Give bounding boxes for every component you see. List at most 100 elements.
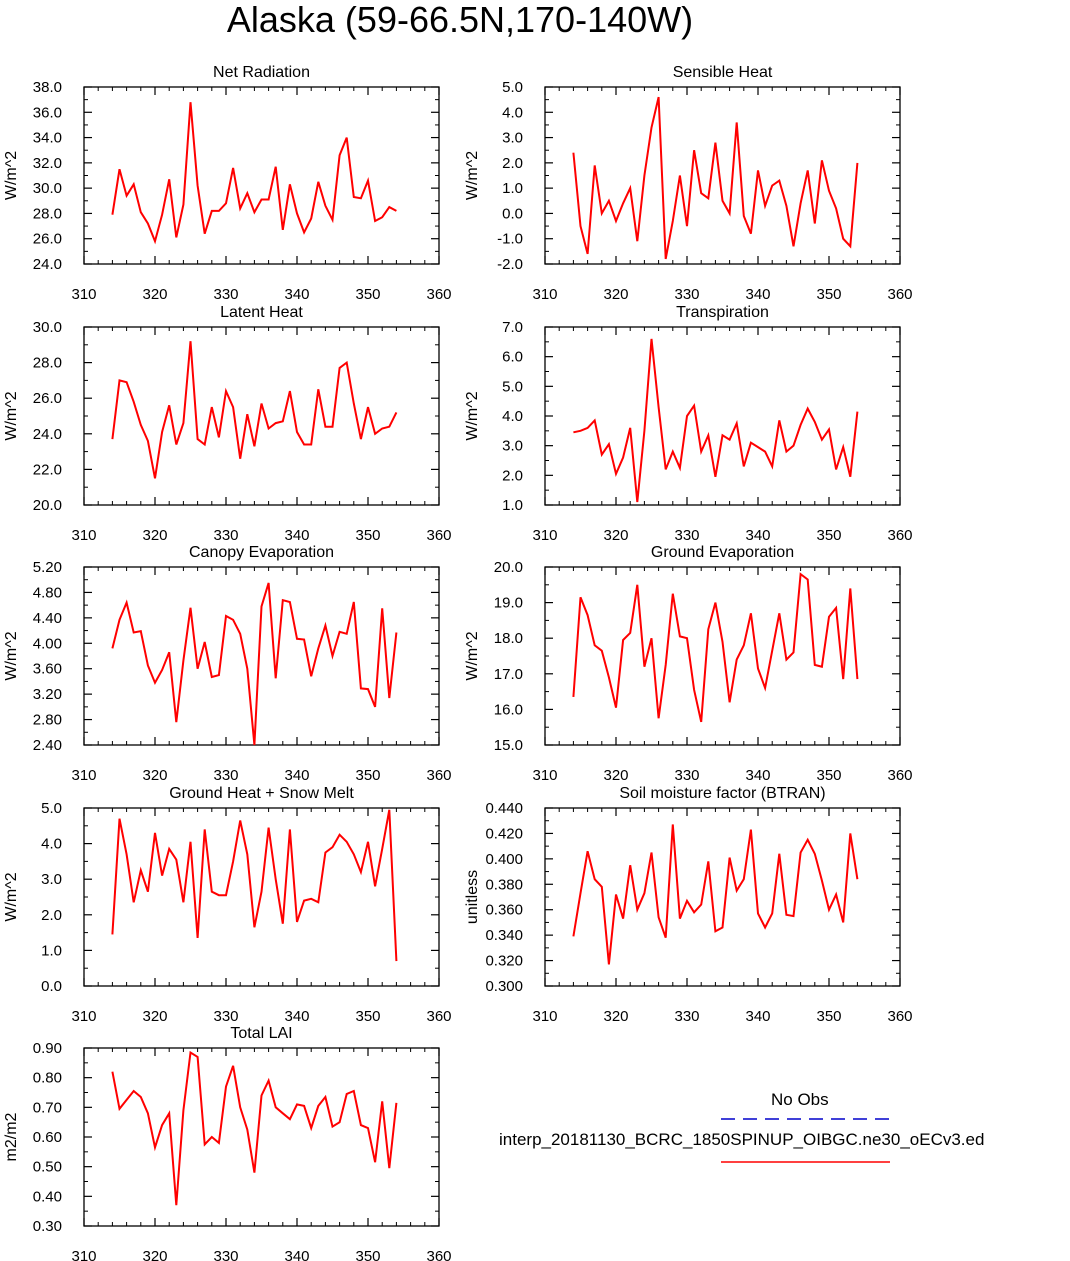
- y-tick-label: 2.40: [33, 737, 62, 754]
- y-tick-label: 0.340: [485, 927, 523, 944]
- y-tick-label: 2.0: [502, 467, 523, 484]
- x-tick-label: 360: [887, 767, 912, 784]
- y-axis-label: W/m^2: [3, 631, 20, 680]
- plot-frame: [544, 86, 901, 265]
- y-tick-label: 4.40: [33, 610, 62, 627]
- y-tick-label: 3.60: [33, 661, 62, 678]
- y-tick-label: 4.00: [33, 635, 62, 652]
- y-tick-label: 5.0: [41, 800, 62, 817]
- y-tick-label: 3.20: [33, 686, 62, 703]
- x-tick-label: 320: [142, 767, 167, 784]
- y-tick-label: 4.0: [502, 408, 523, 425]
- y-tick-label: 6.0: [502, 349, 523, 366]
- y-tick-label: 20.0: [494, 559, 523, 576]
- y-tick-label: 22.0: [33, 461, 62, 478]
- series-line: [572, 572, 859, 723]
- y-tick-label: 28.0: [33, 205, 62, 222]
- x-tick-label: 320: [142, 527, 167, 544]
- y-tick-label: 2.0: [41, 907, 62, 924]
- y-tick-label: -1.0: [497, 231, 523, 248]
- x-tick-label: 310: [532, 527, 557, 544]
- y-tick-label: 36.0: [33, 104, 62, 121]
- x-tick-label: 350: [816, 286, 841, 303]
- x-tick-label: 350: [355, 767, 380, 784]
- y-tick-label: 0.420: [485, 825, 523, 842]
- y-tick-label: 5.0: [502, 378, 523, 395]
- x-tick-label: 350: [355, 286, 380, 303]
- x-tick-label: 310: [532, 286, 557, 303]
- x-tick-label: 320: [142, 286, 167, 303]
- y-tick-label: 1.0: [41, 942, 62, 959]
- y-tick-label: 1.0: [502, 497, 523, 514]
- x-tick-label: 340: [284, 1008, 309, 1025]
- y-axis-label: unitless: [464, 870, 481, 924]
- y-tick-label: 26.0: [33, 390, 62, 407]
- x-tick-label: 360: [426, 767, 451, 784]
- y-tick-label: 2.0: [502, 155, 523, 172]
- series-line: [111, 1050, 398, 1206]
- plot-frame: [544, 326, 901, 506]
- y-tick-label: 5.0: [502, 79, 523, 96]
- y-tick-label: 0.30: [33, 1218, 62, 1235]
- series-line: [111, 341, 398, 479]
- y-axis-label: m2/m2: [3, 1112, 20, 1161]
- x-tick-label: 320: [142, 1248, 167, 1261]
- y-tick-label: 30.0: [33, 180, 62, 197]
- chart-panel-7: Ground Heat + Snow Melt W/m^2 310 320 330 340…: [3, 785, 452, 1025]
- y-axis-label: W/m^2: [3, 391, 20, 440]
- x-tick-label: 360: [426, 1008, 451, 1025]
- y-axis-label: W/m^2: [464, 391, 481, 440]
- y-tick-label: -2.0: [497, 256, 523, 273]
- x-tick-label: 330: [674, 527, 699, 544]
- x-tick-label: 360: [426, 286, 451, 303]
- x-tick-label: 330: [674, 1008, 699, 1025]
- x-tick-label: 360: [887, 527, 912, 544]
- y-tick-label: 19.0: [494, 595, 523, 612]
- panel-title: Canopy Evaporation: [189, 544, 334, 561]
- series-line: [573, 338, 859, 503]
- y-tick-label: 1.0: [502, 180, 523, 197]
- y-tick-label: 0.400: [485, 851, 523, 868]
- y-tick-label: 0.70: [33, 1099, 62, 1116]
- y-tick-label: 3.0: [41, 871, 62, 888]
- x-tick-label: 310: [71, 1248, 96, 1261]
- x-tick-label: 340: [745, 527, 770, 544]
- x-tick-label: 320: [603, 1008, 628, 1025]
- chart-panel-8: Soil moisture factor (BTRAN) unitless 310 3…: [464, 785, 913, 1025]
- y-tick-label: 24.0: [33, 426, 62, 443]
- plot-frame: [544, 566, 901, 746]
- x-tick-label: 330: [213, 286, 238, 303]
- x-tick-label: 340: [284, 286, 309, 303]
- page-title: Alaska (59-66.5N,170-140W): [226, 0, 694, 40]
- x-tick-label: 330: [674, 767, 699, 784]
- y-axis-label: W/m^2: [3, 151, 20, 200]
- y-tick-label: 7.0: [502, 319, 523, 336]
- y-tick-label: 20.0: [33, 497, 62, 514]
- y-tick-label: 0.380: [485, 876, 523, 893]
- x-tick-label: 330: [674, 286, 699, 303]
- y-tick-label: 5.20: [33, 559, 62, 576]
- y-tick-label: 28.0: [33, 355, 62, 372]
- series-line: [111, 809, 398, 962]
- x-tick-label: 340: [745, 767, 770, 784]
- chart-panel-2: Sensible Heat W/m^2 310 320 330 340 350 360 -2.0…: [464, 64, 913, 303]
- x-tick-label: 350: [816, 1008, 841, 1025]
- plot-frame: [544, 807, 901, 987]
- y-tick-label: 0.80: [33, 1070, 62, 1087]
- y-tick-label: 24.0: [33, 256, 62, 273]
- x-tick-label: 310: [71, 527, 96, 544]
- y-tick-label: 0.0: [41, 978, 62, 995]
- y-tick-label: 15.0: [494, 737, 523, 754]
- x-tick-label: 360: [887, 1008, 912, 1025]
- x-tick-label: 330: [213, 1008, 238, 1025]
- x-tick-label: 330: [213, 527, 238, 544]
- y-tick-label: 4.0: [41, 836, 62, 853]
- x-tick-label: 310: [532, 1008, 557, 1025]
- panel-title: Soil moisture factor (BTRAN): [619, 785, 825, 802]
- panel-title: Transpiration: [676, 304, 769, 321]
- panel-title: Net Radiation: [213, 64, 310, 81]
- y-tick-label: 0.320: [485, 953, 523, 970]
- y-tick-label: 4.0: [502, 104, 523, 121]
- x-tick-label: 310: [71, 767, 96, 784]
